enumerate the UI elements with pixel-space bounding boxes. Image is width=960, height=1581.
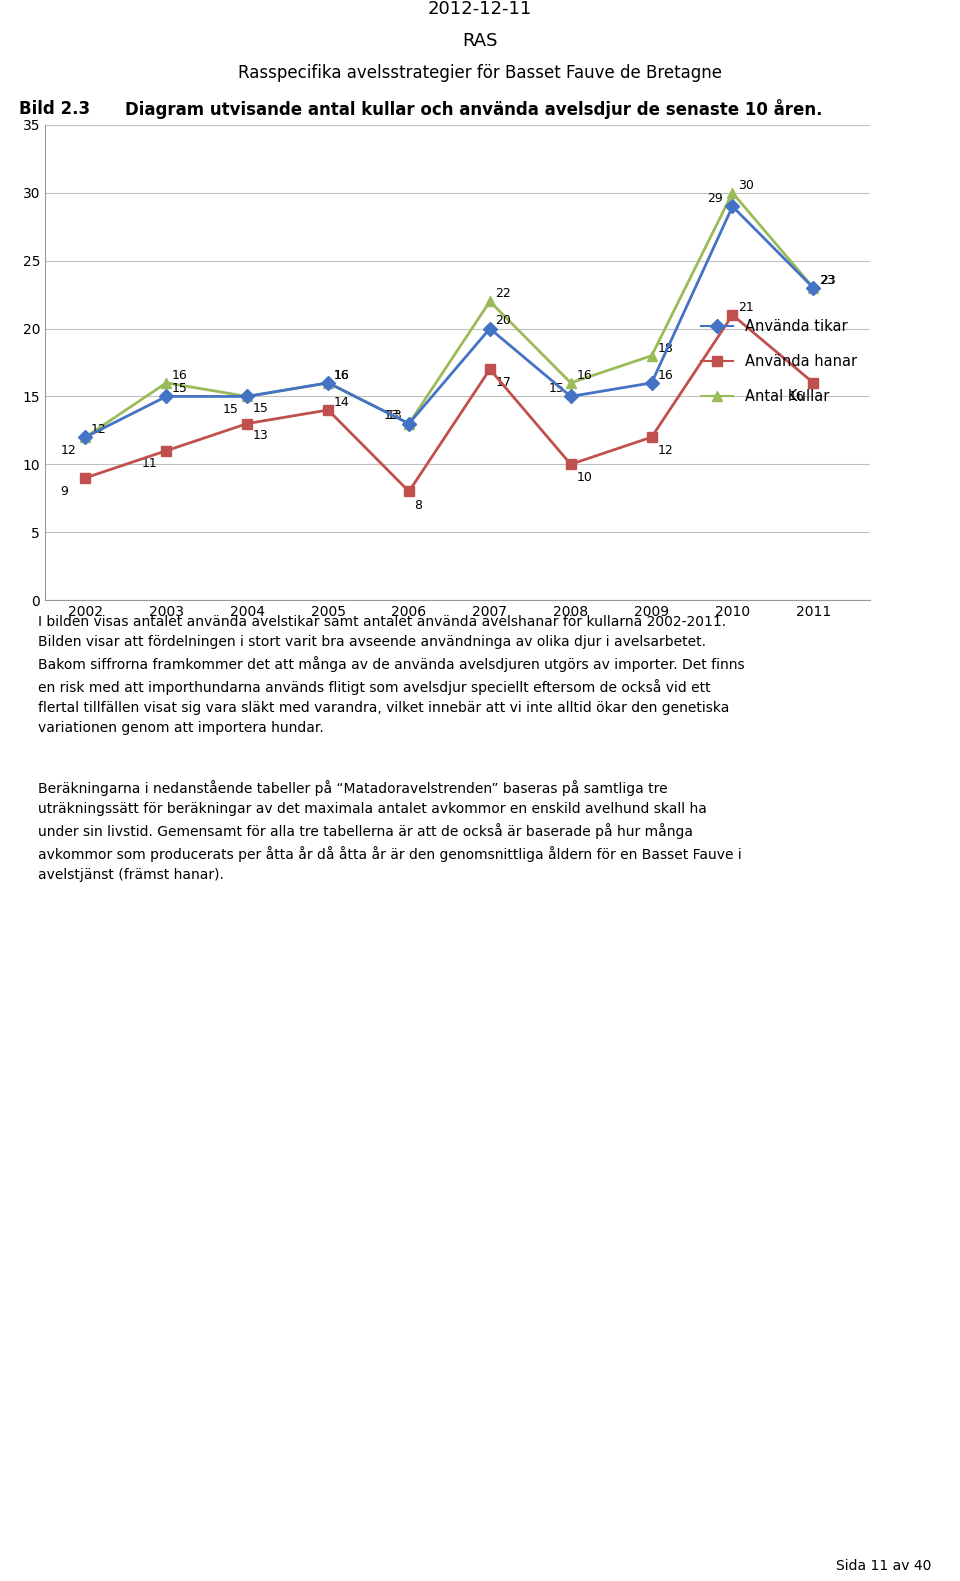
Text: 30: 30 <box>738 179 754 191</box>
Text: 13: 13 <box>252 428 269 441</box>
Text: Diagram utvisande antal kullar och använda avelsdjur de senaste 10 åren.: Diagram utvisande antal kullar och använ… <box>125 100 823 119</box>
Text: 16: 16 <box>658 368 673 381</box>
Text: Rasspecifika avelsstrategier för Basset Fauve de Bretagne: Rasspecifika avelsstrategier för Basset … <box>238 63 722 82</box>
Text: 21: 21 <box>738 300 754 315</box>
Text: 16: 16 <box>576 368 592 381</box>
Text: 23: 23 <box>819 274 834 286</box>
Text: 16: 16 <box>334 368 349 381</box>
Text: 8: 8 <box>415 500 422 512</box>
Text: Sida 11 av 40: Sida 11 av 40 <box>836 1559 931 1573</box>
Text: 2012-12-11: 2012-12-11 <box>428 0 532 17</box>
Text: 13: 13 <box>384 409 399 422</box>
Text: 29: 29 <box>708 193 723 206</box>
Text: 10: 10 <box>576 471 592 484</box>
Text: 17: 17 <box>495 376 512 389</box>
Text: 12: 12 <box>91 424 107 436</box>
Text: 18: 18 <box>658 341 673 354</box>
Text: 11: 11 <box>141 457 157 471</box>
Text: 23: 23 <box>821 274 836 286</box>
Text: 15: 15 <box>172 383 188 395</box>
Text: 9: 9 <box>60 484 68 498</box>
Text: 12: 12 <box>60 444 76 457</box>
Text: Beräkningarna i nedanstående tabeller på “Matadoravelstrenden” baseras på samtli: Beräkningarna i nedanstående tabeller på… <box>38 779 742 882</box>
Text: Bild 2.3: Bild 2.3 <box>19 100 90 119</box>
Text: 14: 14 <box>334 395 349 409</box>
Text: 12: 12 <box>658 444 673 457</box>
Text: 15: 15 <box>548 383 564 395</box>
Text: 22: 22 <box>495 288 511 300</box>
Text: RAS: RAS <box>463 32 497 51</box>
Text: 20: 20 <box>495 315 512 327</box>
Text: 13: 13 <box>387 409 402 422</box>
Text: 16: 16 <box>788 389 804 403</box>
Text: 16: 16 <box>334 368 349 381</box>
Text: I bilden visas antalet använda avelstikar samt antalet använda avelshanar för ku: I bilden visas antalet använda avelstika… <box>38 615 745 735</box>
Text: 15: 15 <box>252 402 269 414</box>
Legend: Använda tikar, Använda hanar, Antal Kullar: Använda tikar, Använda hanar, Antal Kull… <box>695 313 863 411</box>
Text: 16: 16 <box>172 368 187 381</box>
Text: 15: 15 <box>222 403 238 416</box>
